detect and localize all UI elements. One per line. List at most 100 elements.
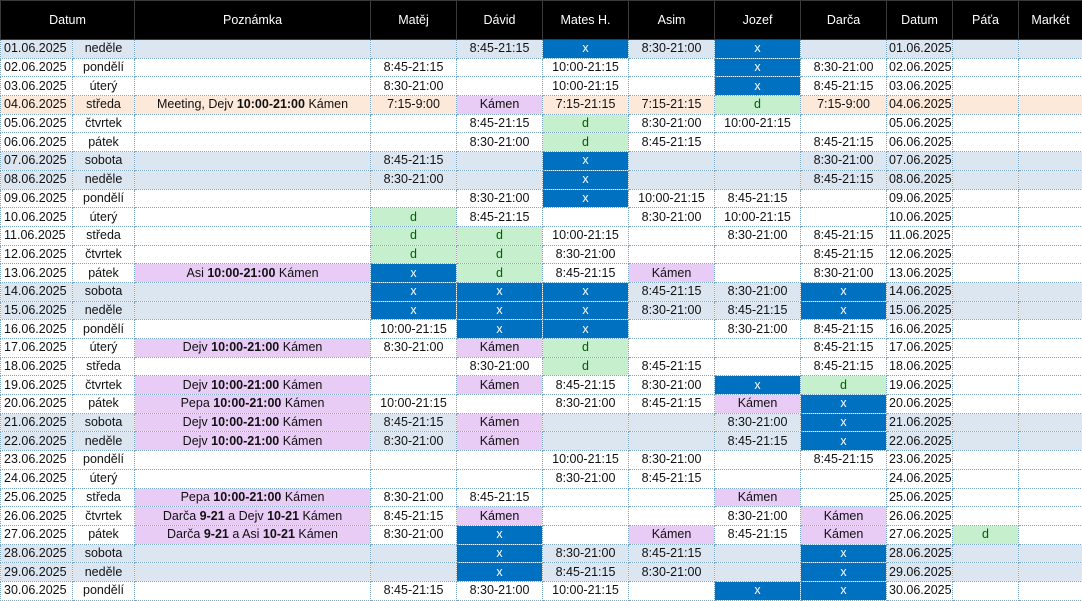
cell-datum-2[interactable]: 13.06.2025 <box>887 264 953 283</box>
cell-datum-2[interactable]: 28.06.2025 <box>887 544 953 563</box>
cell-matej[interactable]: 8:45-21:15 <box>371 507 457 526</box>
cell-market[interactable] <box>1019 226 1082 245</box>
cell-note[interactable]: Pepa 10:00-21:00 Kámen <box>135 395 371 414</box>
cell-datum-2[interactable]: 11.06.2025 <box>887 226 953 245</box>
cell-datum-2[interactable]: 25.06.2025 <box>887 488 953 507</box>
cell-darca[interactable]: 8:45-21:15 <box>801 170 887 189</box>
cell-asim[interactable]: 10:00-21:15 <box>629 189 715 208</box>
cell-day[interactable]: středa <box>73 488 135 507</box>
cell-darca[interactable]: x <box>801 413 887 432</box>
cell-pata[interactable] <box>953 40 1019 59</box>
cell-datum-2[interactable]: 12.06.2025 <box>887 245 953 264</box>
cell-date[interactable]: 13.06.2025 <box>1 264 73 283</box>
cell-matej[interactable]: 10:00-21:15 <box>371 395 457 414</box>
cell-market[interactable] <box>1019 451 1082 470</box>
cell-matej[interactable] <box>371 563 457 582</box>
cell-darca[interactable]: x <box>801 563 887 582</box>
cell-datum-2[interactable]: 16.06.2025 <box>887 320 953 339</box>
cell-day[interactable]: pondělí <box>73 320 135 339</box>
cell-date[interactable]: 25.06.2025 <box>1 488 73 507</box>
cell-note[interactable] <box>135 245 371 264</box>
cell-market[interactable] <box>1019 170 1082 189</box>
cell-jozef[interactable] <box>715 451 801 470</box>
cell-datum-2[interactable]: 09.06.2025 <box>887 189 953 208</box>
cell-mates-h[interactable]: d <box>543 357 629 376</box>
cell-date[interactable]: 18.06.2025 <box>1 357 73 376</box>
cell-pata[interactable] <box>953 114 1019 133</box>
cell-date[interactable]: 30.06.2025 <box>1 581 73 600</box>
cell-market[interactable] <box>1019 96 1082 115</box>
cell-market[interactable] <box>1019 507 1082 526</box>
cell-mates-h[interactable]: 10:00-21:15 <box>543 58 629 77</box>
cell-mates-h[interactable]: 10:00-21:15 <box>543 226 629 245</box>
cell-asim[interactable]: 8:45-21:15 <box>629 544 715 563</box>
cell-date[interactable]: 23.06.2025 <box>1 451 73 470</box>
cell-david[interactable]: 8:45-21:15 <box>457 114 543 133</box>
cell-david[interactable]: x <box>457 544 543 563</box>
cell-jozef[interactable]: 8:30-21:00 <box>715 226 801 245</box>
cell-matej[interactable]: x <box>371 264 457 283</box>
cell-note[interactable] <box>135 77 371 96</box>
cell-market[interactable] <box>1019 320 1082 339</box>
cell-day[interactable]: neděle <box>73 170 135 189</box>
cell-note[interactable]: Asi 10:00-21:00 Kámen <box>135 264 371 283</box>
cell-asim[interactable]: 8:30-21:00 <box>629 563 715 582</box>
cell-note[interactable] <box>135 563 371 582</box>
cell-asim[interactable] <box>629 152 715 171</box>
cell-asim[interactable]: 8:45-21:15 <box>629 357 715 376</box>
cell-david[interactable]: d <box>457 245 543 264</box>
cell-mates-h[interactable]: x <box>543 282 629 301</box>
cell-asim[interactable]: 8:45-21:15 <box>629 469 715 488</box>
header-mates-h[interactable]: Mates H. <box>543 1 629 40</box>
cell-darca[interactable]: 8:30-21:00 <box>801 152 887 171</box>
cell-matej[interactable]: d <box>371 208 457 227</box>
cell-matej[interactable] <box>371 469 457 488</box>
cell-matej[interactable]: 8:30-21:00 <box>371 488 457 507</box>
cell-market[interactable] <box>1019 339 1082 358</box>
cell-david[interactable] <box>457 58 543 77</box>
cell-day[interactable]: čtvrtek <box>73 376 135 395</box>
cell-mates-h[interactable]: 8:45-21:15 <box>543 376 629 395</box>
cell-david[interactable]: Kámen <box>457 376 543 395</box>
cell-david[interactable]: 8:30-21:00 <box>457 581 543 600</box>
cell-date[interactable]: 29.06.2025 <box>1 563 73 582</box>
cell-asim[interactable]: 8:30-21:00 <box>629 376 715 395</box>
cell-mates-h[interactable]: 8:30-21:00 <box>543 245 629 264</box>
cell-darca[interactable]: x <box>801 301 887 320</box>
cell-note[interactable] <box>135 469 371 488</box>
cell-asim[interactable]: 8:30-21:00 <box>629 451 715 470</box>
cell-date[interactable]: 20.06.2025 <box>1 395 73 414</box>
cell-mates-h[interactable] <box>543 525 629 544</box>
header-market[interactable]: Markét <box>1019 1 1082 40</box>
cell-david[interactable]: Kámen <box>457 339 543 358</box>
cell-day[interactable]: neděle <box>73 563 135 582</box>
cell-note[interactable] <box>135 189 371 208</box>
cell-asim[interactable]: 8:30-21:00 <box>629 114 715 133</box>
cell-asim[interactable] <box>629 413 715 432</box>
cell-note[interactable] <box>135 208 371 227</box>
cell-pata[interactable] <box>953 339 1019 358</box>
cell-market[interactable] <box>1019 114 1082 133</box>
cell-day[interactable]: pátek <box>73 264 135 283</box>
cell-jozef[interactable]: 8:30-21:00 <box>715 320 801 339</box>
cell-market[interactable] <box>1019 133 1082 152</box>
cell-date[interactable]: 09.06.2025 <box>1 189 73 208</box>
cell-pata[interactable] <box>953 357 1019 376</box>
cell-jozef[interactable] <box>715 152 801 171</box>
cell-david[interactable]: 8:30-21:00 <box>457 133 543 152</box>
cell-datum-2[interactable]: 22.06.2025 <box>887 432 953 451</box>
cell-darca[interactable] <box>801 189 887 208</box>
header-pata[interactable]: Páťa <box>953 1 1019 40</box>
cell-datum-2[interactable]: 27.06.2025 <box>887 525 953 544</box>
cell-jozef[interactable]: 10:00-21:15 <box>715 208 801 227</box>
cell-date[interactable]: 19.06.2025 <box>1 376 73 395</box>
cell-jozef[interactable] <box>715 469 801 488</box>
cell-matej[interactable] <box>371 451 457 470</box>
cell-date[interactable]: 02.06.2025 <box>1 58 73 77</box>
cell-david[interactable]: x <box>457 320 543 339</box>
cell-mates-h[interactable]: d <box>543 339 629 358</box>
cell-asim[interactable]: 8:45-21:15 <box>629 133 715 152</box>
cell-matej[interactable] <box>371 133 457 152</box>
cell-datum-2[interactable]: 02.06.2025 <box>887 58 953 77</box>
cell-date[interactable]: 21.06.2025 <box>1 413 73 432</box>
